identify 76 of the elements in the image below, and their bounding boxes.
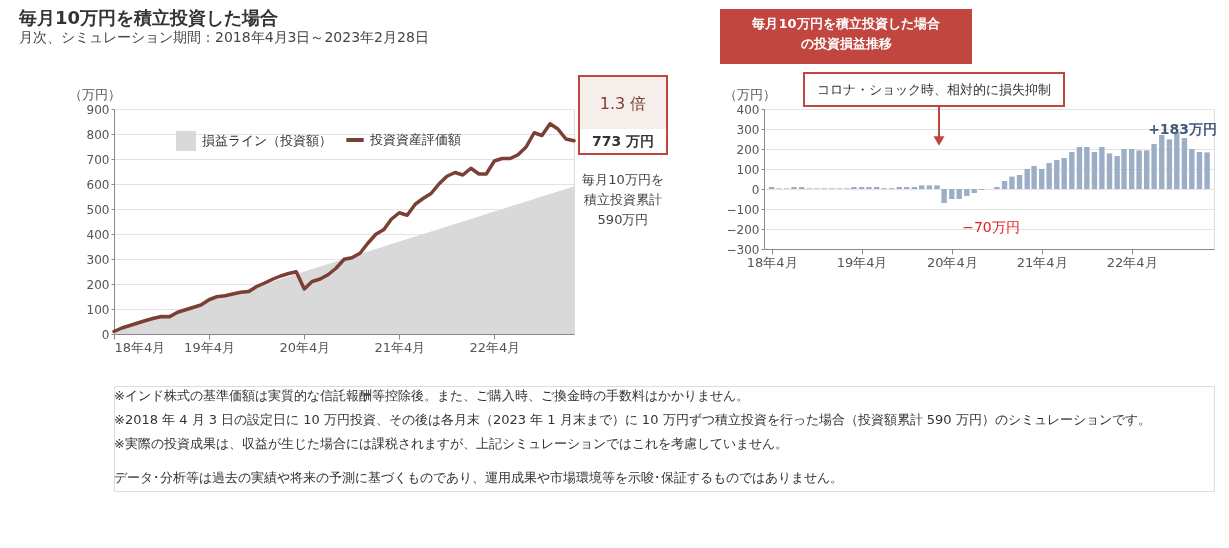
bar — [1204, 152, 1210, 189]
x-tick-label: 22年4月 — [469, 339, 521, 355]
bar — [1166, 139, 1173, 189]
bar — [1159, 135, 1165, 189]
text: 773 万円 — [591, 133, 655, 149]
text: ※インド株式の基準価額は実質的な信託報酬等控除後。また、ご購入時、ご換金時の手数料はかかりません。 — [114, 388, 749, 403]
y-tick-label: 300 — [86, 252, 110, 267]
bar — [934, 185, 940, 189]
bar — [1076, 147, 1083, 189]
bar — [1016, 175, 1023, 189]
bar — [1054, 160, 1060, 189]
bar — [971, 189, 977, 193]
y-tick-label: 400 — [736, 102, 760, 117]
annotation: +183万円 — [1148, 121, 1218, 138]
bar — [949, 189, 955, 199]
y-tick-label: 500 — [86, 202, 110, 217]
bar — [1196, 152, 1203, 189]
bar — [1001, 181, 1008, 189]
x-tick-label: 20年4月 — [926, 254, 978, 270]
y-tick-label: 600 — [86, 177, 110, 192]
bar — [1084, 147, 1090, 189]
bar — [926, 185, 933, 189]
bar — [1009, 176, 1015, 189]
y-tick-label: 800 — [86, 127, 110, 142]
y-tick-label: 700 — [86, 152, 110, 167]
text: コロナ・ショック時、相対的に損失抑制 — [817, 82, 1051, 97]
bar — [1046, 163, 1052, 189]
bar — [1039, 169, 1045, 189]
x-tick-label: 18年4月 — [114, 339, 166, 355]
bar — [1136, 150, 1142, 189]
text: データ･分析等は過去の実績や将来の予測に基づくものであり、運用成果や市場環境等を示唆･保証するものではありません。 — [114, 470, 843, 485]
bar — [1099, 147, 1105, 189]
y-tick-label: 200 — [736, 142, 760, 157]
y-tick-label: −200 — [726, 222, 760, 237]
x-tick-label: 21年4月 — [374, 339, 426, 355]
y-tick-label: 100 — [86, 302, 110, 317]
y-tick-label: 400 — [86, 227, 110, 242]
legend-label: 損益ライン（投資額） — [202, 133, 332, 148]
text: ※実際の投資成果は、収益が生じた場合には課税されますが、上記シミュレーションではこれを考慮していません。 — [114, 436, 788, 451]
x-tick-label: 19年4月 — [836, 254, 888, 270]
x-tick-label: 21年4月 — [1016, 254, 1068, 270]
annotation: −70万円 — [962, 219, 1020, 235]
text: 1.3 倍 — [599, 94, 647, 113]
bar — [1061, 158, 1067, 189]
x-tick-label: 20年4月 — [279, 339, 331, 355]
legend-label: 投資資産評価額 — [369, 132, 461, 147]
bar — [1144, 150, 1150, 189]
chart-title: 毎月10万円を積立投資した場合の投資損益推移 — [751, 16, 940, 51]
y-tick-label: 0 — [101, 327, 110, 342]
y-tick-label: 100 — [736, 162, 760, 177]
x-tick-label: 22年4月 — [1106, 254, 1158, 270]
text: ※2018 年 4 月 3 日の設定日に 10 万円投資、その後は各月末（2023 年 1 月末まで）に 10 万円ずつ積立投資を行った場合（投資額累計 590 万円）のシミュレーションです。 — [114, 412, 1151, 427]
y-tick-label: −100 — [726, 202, 760, 217]
bar — [964, 189, 970, 196]
y-axis-title: （万円） — [724, 87, 776, 102]
bar — [1181, 138, 1188, 189]
y-tick-label: −300 — [726, 242, 760, 257]
bar — [1091, 152, 1098, 189]
y-axis-title: （万円） — [69, 87, 121, 102]
bar — [941, 189, 947, 203]
bar — [919, 185, 925, 189]
bar — [1189, 149, 1195, 189]
bar — [1106, 153, 1113, 189]
bar — [956, 189, 962, 199]
y-tick-label: 300 — [736, 122, 760, 137]
y-tick-label: 0 — [751, 182, 760, 197]
x-tick-label: 18年4月 — [746, 254, 798, 270]
y-tick-label: 200 — [86, 277, 110, 292]
text: 毎月10万円を積立投資累計590万円 — [582, 172, 664, 227]
x-tick-label: 19年4月 — [184, 339, 235, 355]
bar — [1151, 144, 1157, 189]
bar — [1069, 152, 1075, 189]
y-tick-label: 900 — [86, 102, 110, 117]
chart-title: 毎月10万円を積立投資した場合 — [18, 7, 279, 28]
bar — [1128, 149, 1135, 189]
chart-subtitle: 月次、シミュレーション期間：2018年4月3日～2023年2月28日 — [19, 29, 429, 45]
